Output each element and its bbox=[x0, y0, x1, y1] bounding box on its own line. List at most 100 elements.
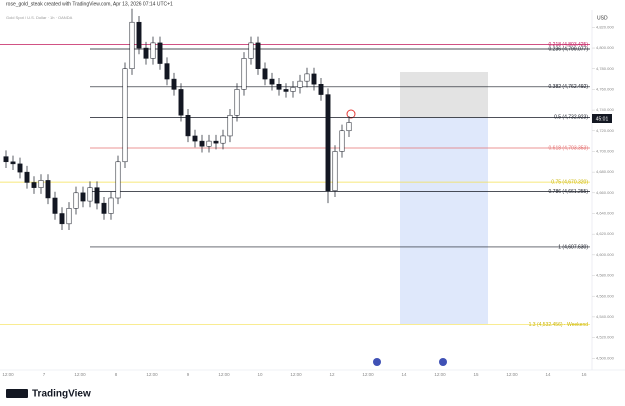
x-tick-label: 12:00 bbox=[218, 372, 230, 377]
y-tick-label: 4,660.000 bbox=[596, 190, 615, 195]
x-tick-label: 12:00 bbox=[290, 372, 302, 377]
candle-body bbox=[283, 89, 289, 92]
price-tag bbox=[592, 114, 612, 123]
candle-body bbox=[45, 180, 51, 199]
fib-label: 0.236 (4,799.077) bbox=[549, 46, 589, 52]
candle-body bbox=[3, 156, 9, 163]
x-tick-label: 16 bbox=[581, 372, 587, 377]
caption: rose_gold_steak created with TradingView… bbox=[6, 1, 173, 7]
candle-body bbox=[66, 208, 72, 225]
candle-body bbox=[157, 42, 163, 64]
y-tick-label: 4,740.000 bbox=[596, 107, 615, 112]
candle-body bbox=[115, 161, 121, 199]
y-tick-label: 4,600.000 bbox=[596, 252, 615, 257]
x-tick-label: 14 bbox=[545, 372, 551, 377]
candle-body bbox=[339, 130, 345, 152]
logo-mark bbox=[6, 389, 28, 398]
x-tick-label: 12:00 bbox=[146, 372, 158, 377]
candle-body bbox=[38, 180, 44, 188]
candle-body bbox=[262, 68, 268, 80]
marker-circle bbox=[346, 109, 356, 119]
event-flag bbox=[439, 358, 447, 366]
y-tick-label: 4,720.000 bbox=[596, 128, 615, 133]
candle-body bbox=[17, 163, 23, 173]
candle-body bbox=[129, 21, 135, 69]
candle-body bbox=[241, 58, 247, 90]
candle-body bbox=[346, 122, 352, 132]
candle-body bbox=[332, 151, 338, 191]
y-tick-label: 4,620.000 bbox=[596, 231, 615, 236]
candle-body bbox=[87, 187, 93, 202]
symbol: Gold Spot / U.S. Dollar · 1h · OANDA bbox=[6, 15, 73, 20]
y-tick-label: 4,640.000 bbox=[596, 211, 615, 216]
position-target bbox=[400, 72, 488, 118]
fib-label: 0.382 (4,762.492) bbox=[549, 84, 589, 90]
x-tick-label: 12:00 bbox=[2, 372, 14, 377]
fib-label: 0.75 (4,670.320) bbox=[551, 179, 588, 185]
x-tick-label: 8 bbox=[115, 372, 118, 377]
candle-body bbox=[290, 87, 296, 92]
candle-body bbox=[143, 47, 149, 59]
fib-label: 0.786 (4,661.255) bbox=[549, 189, 589, 195]
fib-label: 0.218 (4,803.425) bbox=[549, 42, 589, 48]
y-tick-label: 4,820.000 bbox=[596, 24, 615, 29]
candle-body bbox=[192, 135, 198, 142]
candle-body bbox=[101, 202, 107, 214]
candle-body bbox=[150, 42, 156, 59]
x-tick-label: 12:00 bbox=[506, 372, 518, 377]
y-tick-label: 4,760.000 bbox=[596, 86, 615, 91]
candle-body bbox=[318, 83, 324, 95]
countdown: 45:01 bbox=[596, 116, 609, 122]
candle-body bbox=[122, 68, 128, 163]
position-stop bbox=[400, 118, 488, 324]
candle-body bbox=[276, 83, 282, 90]
candle-body bbox=[136, 21, 142, 49]
x-tick-label: 9 bbox=[187, 372, 190, 377]
x-tick-label: 14 bbox=[401, 372, 407, 377]
candle-body bbox=[185, 115, 191, 137]
fib-label: 1 (4,607.630) bbox=[558, 244, 588, 250]
y-tick-label: 4,780.000 bbox=[596, 66, 615, 71]
candle-body bbox=[206, 140, 212, 147]
candle-body bbox=[311, 73, 317, 85]
candle-body bbox=[10, 161, 16, 165]
fib-label: 0.5 (4,732.923) bbox=[554, 115, 588, 121]
candle-body bbox=[248, 42, 254, 59]
candle-body bbox=[297, 80, 303, 88]
candle-body bbox=[325, 94, 331, 191]
candle-body bbox=[199, 140, 205, 147]
candle-body bbox=[178, 89, 184, 116]
candle-body bbox=[31, 182, 37, 188]
x-tick-label: 12:00 bbox=[434, 372, 446, 377]
x-tick-label: 12 bbox=[329, 372, 335, 377]
event-flag bbox=[373, 358, 381, 366]
y-tick-label: 4,560.000 bbox=[596, 293, 615, 298]
fib-label: 1.3 (4,532.456) · Weekend bbox=[529, 322, 589, 328]
candle-body bbox=[73, 192, 79, 209]
brand: TradingView bbox=[32, 389, 91, 400]
candle-body bbox=[255, 42, 261, 69]
candle-body bbox=[220, 135, 226, 144]
candle-body bbox=[59, 213, 65, 225]
x-tick-label: 12:00 bbox=[74, 372, 86, 377]
y-tick-label: 4,800.000 bbox=[596, 45, 615, 50]
candle-body bbox=[108, 197, 114, 214]
x-tick-label: 15 bbox=[473, 372, 479, 377]
candle-body bbox=[171, 78, 177, 90]
y-tick-label: 4,520.000 bbox=[596, 335, 615, 340]
x-tick-label: 7 bbox=[43, 372, 46, 377]
candle-body bbox=[234, 89, 240, 116]
y-tick-label: 4,500.000 bbox=[596, 355, 615, 360]
currency: USD bbox=[597, 15, 608, 21]
candle-body bbox=[227, 115, 233, 137]
candle-body bbox=[164, 63, 170, 80]
candle-body bbox=[94, 187, 100, 204]
y-tick-label: 4,540.000 bbox=[596, 314, 615, 319]
x-tick-label: 12:00 bbox=[362, 372, 374, 377]
candle-body bbox=[213, 140, 219, 144]
y-tick-label: 4,580.000 bbox=[596, 273, 615, 278]
x-tick-label: 10 bbox=[257, 372, 263, 377]
candle-body bbox=[304, 73, 310, 82]
candle-body bbox=[80, 192, 86, 202]
